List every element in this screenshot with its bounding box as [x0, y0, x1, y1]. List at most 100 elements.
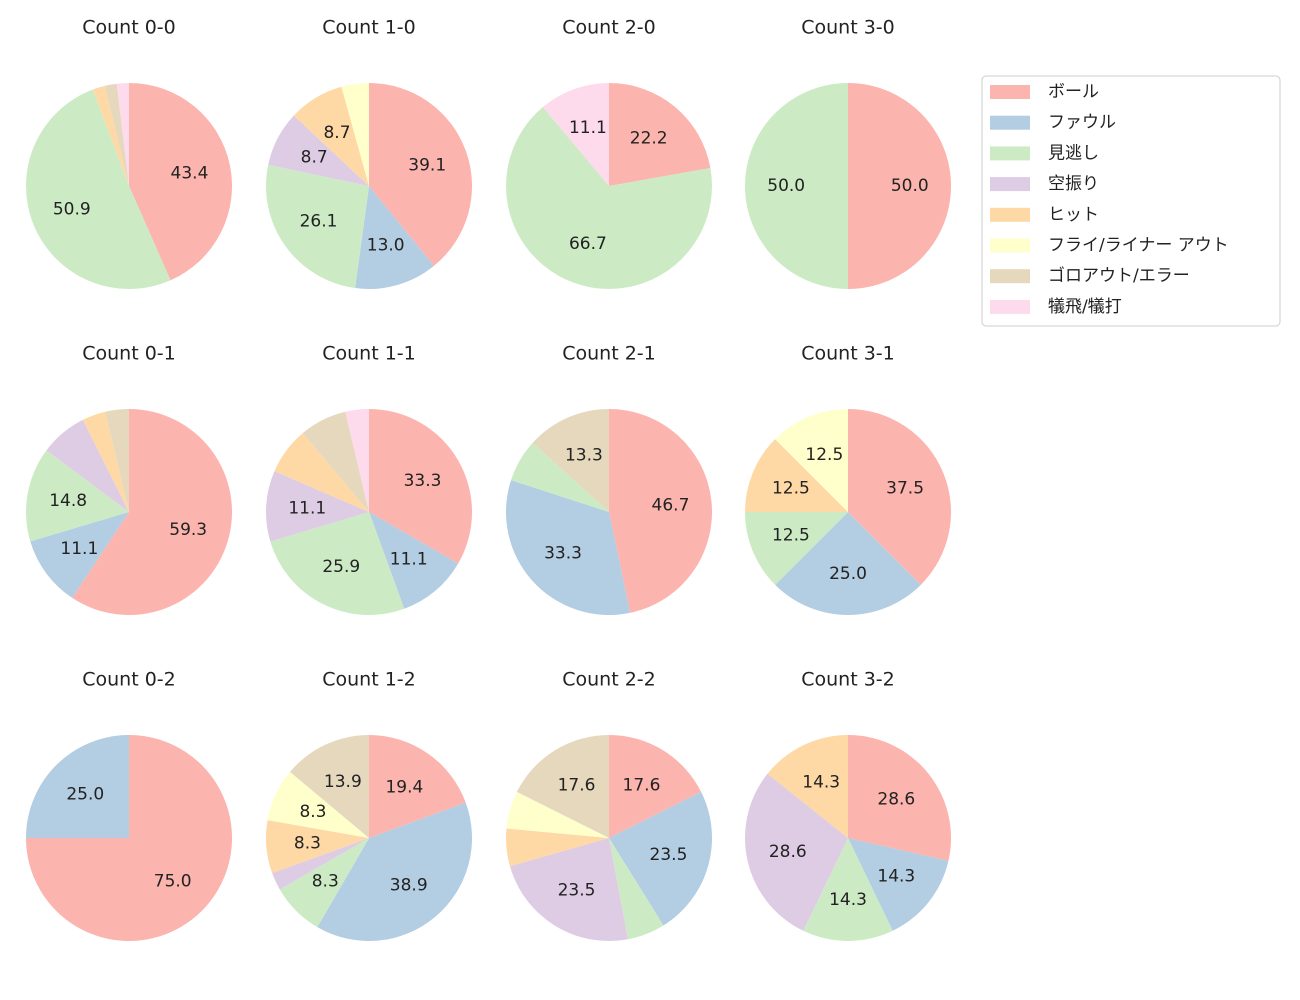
legend-swatch: [990, 269, 1030, 284]
pie-slice: [745, 773, 848, 931]
pie-slice: [72, 409, 232, 615]
slice-label: 50.9: [53, 199, 91, 219]
slice-label: 13.0: [367, 236, 405, 256]
pie-slice: [505, 480, 631, 615]
slice-label: 12.5: [772, 526, 810, 546]
pie-slice: [745, 512, 848, 585]
slice-label: 12.5: [805, 445, 843, 465]
legend-label: フライ/ライナー アウト: [1048, 236, 1229, 256]
pie-slice: [542, 83, 609, 186]
slice-label: 14.3: [877, 867, 915, 887]
pie-slice: [272, 838, 369, 890]
slice-label: 11.1: [390, 549, 428, 569]
pie-slice: [532, 409, 609, 512]
pie-title: Count 3-1: [801, 343, 895, 365]
pie-title: Count 3-2: [801, 669, 895, 691]
pie-slice: [26, 735, 129, 838]
slice-label: 8.3: [299, 802, 326, 822]
pie-slice: [609, 838, 664, 940]
slice-label: 39.1: [408, 155, 446, 175]
pie-slice: [745, 83, 848, 289]
legend-swatch: [990, 115, 1030, 130]
pie-slice: [369, 83, 473, 266]
legend-label: ヒット: [1048, 205, 1099, 225]
pie-slice: [25, 450, 129, 542]
legend-swatch: [990, 238, 1030, 253]
slice-label: 50.0: [891, 176, 929, 196]
pie-slice: [266, 164, 369, 289]
pie-slice: [92, 85, 129, 186]
legend-swatch: [990, 299, 1030, 314]
pie-slice: [345, 409, 369, 512]
slice-label: 19.4: [385, 777, 423, 797]
pie-slice: [293, 86, 369, 186]
pie-slice: [775, 409, 848, 512]
pie-slice: [848, 409, 951, 585]
pie-slice: [104, 83, 129, 186]
pie-slice: [803, 838, 893, 941]
slice-label: 26.1: [300, 212, 338, 232]
pie-title: Count 0-1: [82, 343, 176, 365]
legend-label: 空振り: [1048, 174, 1099, 194]
pie-slice: [265, 820, 369, 874]
pie-slice: [775, 512, 921, 615]
pie-title: Count 2-2: [562, 669, 656, 691]
slice-label: 22.2: [630, 129, 668, 149]
pie-slice: [129, 83, 232, 281]
legend-swatch: [990, 177, 1030, 192]
legend-label: ボール: [1048, 82, 1099, 102]
slice-label: 8.3: [294, 833, 321, 853]
pie-slice: [369, 735, 466, 838]
slice-label: 8.3: [312, 872, 339, 892]
slice-label: 46.7: [652, 496, 690, 516]
legend-label: ゴロアウト/エラー: [1048, 265, 1190, 286]
pie-slice: [30, 512, 129, 598]
slice-label: 8.7: [323, 123, 350, 143]
pie-slice: [848, 735, 952, 861]
pie-slice: [46, 419, 130, 512]
legend-box: [981, 75, 1281, 327]
pie-slice: [105, 409, 129, 512]
pie-slice: [506, 107, 713, 289]
pie-title: Count 1-1: [322, 343, 416, 365]
pie-slice: [609, 791, 712, 926]
slice-label: 75.0: [154, 872, 192, 892]
pie-slice: [506, 791, 609, 838]
pie-slice: [116, 83, 129, 186]
slice-label: 23.5: [558, 881, 596, 901]
slice-label: 14.3: [829, 890, 867, 910]
slice-label: 25.0: [66, 784, 104, 804]
pie-slice: [270, 512, 405, 615]
slice-label: 38.9: [390, 875, 428, 895]
pie-slice: [279, 838, 369, 928]
slice-label: 28.6: [877, 789, 915, 809]
pie-slice: [609, 409, 712, 613]
pie-slice: [26, 89, 171, 289]
legend-label: ファウル: [1048, 113, 1116, 133]
pie-slice: [767, 735, 848, 838]
slice-label: 50.0: [767, 176, 805, 196]
pie-slice: [341, 83, 369, 186]
pie-slice: [516, 735, 609, 838]
slice-label: 17.6: [558, 775, 596, 795]
slice-label: 14.3: [802, 772, 840, 792]
pie-slice: [848, 83, 951, 289]
slice-label: 25.0: [829, 564, 867, 584]
pie-title: Count 0-0: [82, 17, 176, 39]
slice-label: 33.3: [404, 471, 442, 491]
pie-slice: [317, 802, 472, 941]
pie-slice: [302, 411, 369, 512]
pie-slice: [511, 442, 609, 512]
pie-slice: [609, 83, 711, 186]
pie-slice: [369, 512, 459, 609]
slice-label: 14.8: [49, 491, 87, 511]
slice-label: 11.1: [569, 118, 607, 138]
slice-label: 17.6: [623, 775, 661, 795]
pie-title: Count 2-0: [562, 17, 656, 39]
pie-slice: [289, 735, 369, 838]
legend-swatch: [990, 85, 1030, 99]
slice-label: 43.4: [171, 163, 209, 183]
legend-label: 見逃し: [1048, 143, 1099, 163]
